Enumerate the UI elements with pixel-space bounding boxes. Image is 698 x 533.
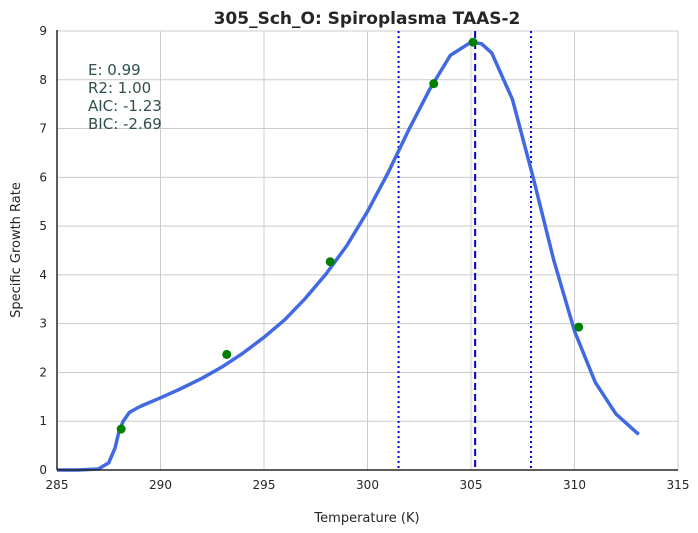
y-tick-label: 8 [39, 73, 47, 87]
y-tick-label: 6 [39, 170, 47, 184]
data-point [429, 79, 439, 89]
y-axis-label: Specific Growth Rate [9, 182, 24, 318]
y-tick-labels: 0 1 2 3 4 5 6 7 8 9 [39, 24, 47, 477]
data-point [468, 37, 478, 47]
fit-stat-line: E: 0.99 [88, 61, 141, 79]
x-tick-label: 305 [460, 478, 483, 492]
y-tick-label: 9 [39, 24, 47, 38]
y-tick-label: 4 [39, 268, 47, 282]
x-tick-label: 310 [563, 478, 586, 492]
grid-lines [56, 30, 679, 471]
x-axis-label: Temperature (K) [313, 511, 419, 526]
y-tick-label: 5 [39, 219, 47, 233]
x-tick-label: 290 [149, 478, 172, 492]
x-tick-label: 315 [667, 478, 690, 492]
y-tick-label: 1 [39, 414, 47, 428]
y-tick-label: 7 [39, 122, 47, 136]
y-tick-label: 0 [39, 463, 47, 477]
data-point [574, 322, 584, 332]
data-point [222, 349, 232, 359]
x-tick-label: 300 [356, 478, 379, 492]
x-tick-label: 285 [46, 478, 69, 492]
observed-points [116, 37, 584, 434]
reference-lines [397, 31, 533, 470]
data-point [325, 257, 335, 267]
axes [56, 30, 678, 471]
data-point [116, 424, 126, 434]
fit-stat-line: R2: 1.00 [88, 79, 151, 97]
x-tick-label: 295 [253, 478, 276, 492]
x-tick-labels: 285 290 295 300 305 310 315 [46, 478, 690, 492]
y-tick-label: 2 [39, 365, 47, 379]
y-tick-label: 3 [39, 317, 47, 331]
chart-title: 305_Sch_O: Spiroplasma TAAS-2 [214, 9, 521, 29]
fit-stat-line: AIC: -1.23 [88, 97, 162, 115]
fit-stat-line: BIC: -2.69 [88, 115, 162, 133]
